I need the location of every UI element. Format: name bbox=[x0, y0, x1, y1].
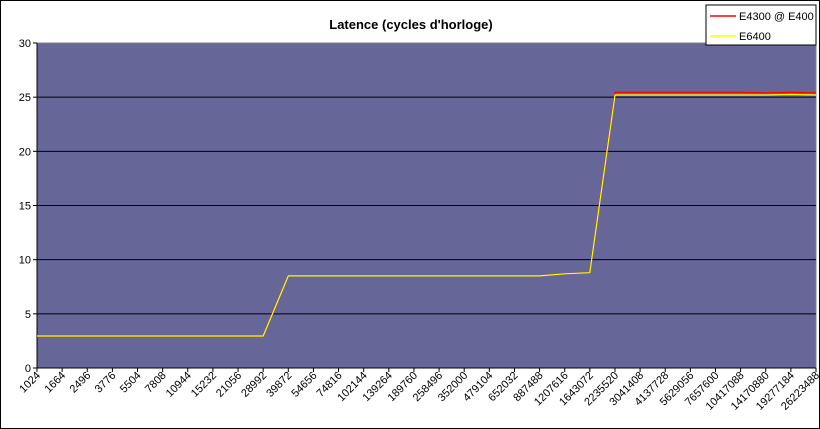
y-axis: 0 5 10 15 20 25 30 bbox=[19, 38, 38, 375]
chart-title: Latence (cycles d'horloge) bbox=[329, 17, 492, 32]
y-tick-label: 5 bbox=[25, 309, 31, 321]
x-tick-label: 1024 bbox=[17, 370, 43, 396]
y-tick-label: 20 bbox=[19, 146, 31, 158]
x-axis: 1024 1664 2496 3776 5504 78081094415232210562… bbox=[17, 367, 819, 413]
x-tick-label: 3776 bbox=[93, 370, 119, 396]
x-tick-label: 2496 bbox=[68, 370, 94, 396]
y-tick-label: 10 bbox=[19, 255, 31, 267]
x-tick-label: 54656 bbox=[289, 370, 319, 400]
series-line-1 bbox=[37, 93, 817, 337]
y-tick-label: 25 bbox=[19, 92, 31, 104]
x-tick-label: 28992 bbox=[239, 370, 269, 400]
x-tick-label: 21056 bbox=[214, 370, 244, 400]
legend: E4300 @ E400 E6400 bbox=[705, 4, 817, 46]
x-tick-label: 5504 bbox=[118, 370, 144, 396]
x-tick-label: 39872 bbox=[264, 370, 294, 400]
gridlines bbox=[37, 96, 816, 315]
series-lines bbox=[37, 91, 817, 337]
x-tick-label: 1664 bbox=[42, 370, 68, 396]
legend-label-e6400: E6400 bbox=[739, 31, 771, 43]
y-tick-label: 15 bbox=[19, 201, 31, 213]
x-tick-label: 10944 bbox=[164, 370, 194, 400]
y-tick-label: 30 bbox=[19, 38, 31, 50]
x-tick-label: 15232 bbox=[189, 370, 219, 400]
y-tick-label: 0 bbox=[25, 363, 31, 375]
legend-label-e4300: E4300 @ E400 bbox=[739, 11, 814, 23]
legend-box bbox=[705, 4, 817, 46]
